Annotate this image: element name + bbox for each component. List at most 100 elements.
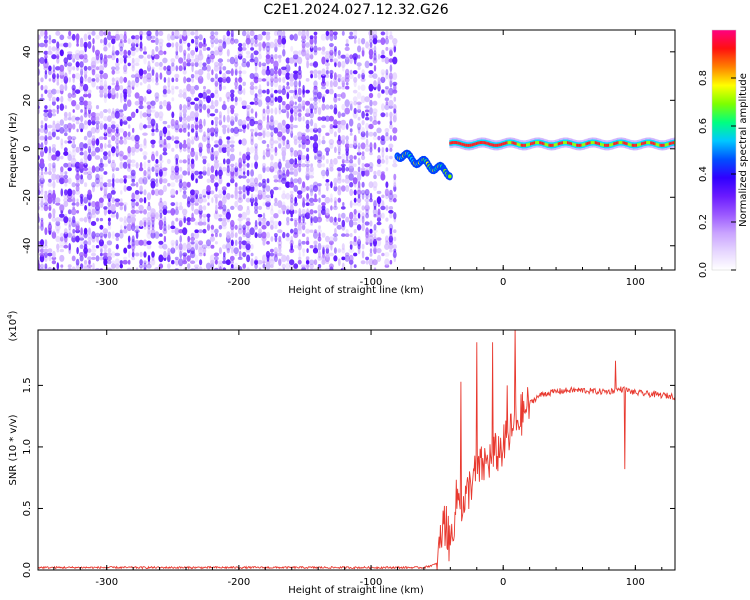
- spectrogram-cell: [95, 245, 100, 249]
- spectrogram-cell: [95, 255, 100, 262]
- spectrogram-cell: [218, 177, 223, 185]
- spectrogram-cell: [214, 182, 219, 188]
- spectrogram-cell: [47, 223, 53, 232]
- snr-x-tick-label: -200: [228, 577, 251, 588]
- spectrogram-x-tick-label: 100: [626, 277, 645, 288]
- spectrogram-cell: [154, 96, 159, 103]
- spectrogram-cell: [281, 37, 287, 45]
- spectrogram-cell: [114, 110, 120, 119]
- spectrogram-cell: [126, 159, 132, 164]
- spectrogram-cell: [305, 89, 310, 94]
- spectrogram-cell: [217, 262, 223, 270]
- tone-core: [590, 141, 593, 145]
- spectrogram-cell: [163, 223, 167, 232]
- spectrogram-cell: [87, 76, 92, 83]
- spectrogram-cell: [282, 30, 286, 37]
- spectrogram-cell: [159, 130, 163, 139]
- spectrogram-cell: [115, 243, 119, 250]
- spectrogram-cell: [392, 127, 398, 134]
- spectrogram-cell: [222, 126, 227, 135]
- spectrogram-cell: [209, 127, 216, 134]
- spectrogram-cell: [369, 192, 373, 200]
- spectrogram-cell: [254, 143, 258, 149]
- spectrogram-cell: [238, 175, 242, 179]
- spectrogram-cell: [238, 186, 242, 191]
- spectrogram-cell: [329, 45, 334, 53]
- spectrogram-cell: [309, 166, 314, 173]
- spectrogram-cell: [222, 66, 227, 71]
- spectrogram-cell: [63, 193, 69, 199]
- spectrogram-cell: [52, 180, 56, 189]
- spectrogram-cell: [281, 66, 287, 71]
- spectrogram-cell: [158, 50, 164, 56]
- spectrogram-cell: [154, 231, 160, 239]
- spectrogram-cell: [147, 201, 151, 207]
- spectrogram-cell: [333, 185, 338, 192]
- spectrogram-cell: [257, 99, 263, 107]
- spectrogram-cell: [201, 65, 208, 71]
- spectrogram-cell: [301, 224, 306, 231]
- colorbar-frame: [711, 29, 737, 271]
- spectrogram-cell: [86, 264, 93, 268]
- spectrogram-cell: [63, 124, 69, 129]
- spectrogram-cell: [64, 189, 68, 196]
- spectrogram-cell: [214, 169, 218, 177]
- spectrogram-cell: [63, 162, 69, 168]
- spectrogram-cell: [150, 109, 156, 113]
- tone-core: [598, 142, 601, 146]
- spectrogram-cell: [341, 30, 345, 36]
- spectrogram-cell: [159, 144, 163, 148]
- spectrogram-cell: [166, 101, 171, 105]
- spectrogram-cell: [349, 118, 354, 127]
- spectrogram-cell: [298, 208, 302, 216]
- spectrogram-cell: [306, 236, 309, 242]
- spectrogram-cell: [111, 82, 116, 86]
- spectrogram-cell: [211, 197, 214, 204]
- spectrogram-cell: [190, 101, 196, 105]
- spectrogram-cell: [273, 186, 279, 191]
- spectrogram-cell: [340, 185, 346, 192]
- spectrogram-cell: [115, 143, 119, 149]
- spectrogram-cell: [59, 239, 65, 247]
- tone-core: [531, 141, 534, 145]
- spectrogram-cell: [360, 260, 366, 265]
- spectrogram-cell: [64, 132, 68, 137]
- spectrogram-cell: [79, 237, 85, 241]
- spectrogram-cell: [389, 119, 393, 126]
- spectrogram-cell: [219, 233, 222, 238]
- spectrogram-cell: [44, 54, 48, 59]
- spectrogram-cell: [175, 206, 179, 210]
- spectrogram-cell: [286, 139, 290, 145]
- spectrogram-cell: [301, 132, 306, 136]
- spectrogram-cell: [115, 126, 119, 134]
- spectrogram-cell: [265, 231, 271, 239]
- spectrogram-cell: [258, 228, 262, 235]
- spectrogram-cell: [198, 196, 204, 204]
- spectrogram-cell: [98, 65, 105, 72]
- spectrogram-cell: [337, 144, 342, 148]
- spectrogram-cell: [246, 123, 250, 130]
- spectrogram-cell: [230, 97, 234, 102]
- tone-core: [510, 141, 513, 145]
- spectrogram-cell: [103, 207, 107, 216]
- spectrogram-cell: [266, 220, 270, 227]
- spectrogram-cell: [290, 126, 294, 134]
- spectrogram-cell: [325, 247, 330, 254]
- spectrogram-cell: [174, 128, 179, 133]
- spectrogram-cell: [322, 175, 325, 179]
- spectrogram-cell: [345, 135, 349, 141]
- spectrogram-cell: [139, 185, 143, 192]
- spectrogram-cell: [273, 119, 279, 126]
- spectrogram-cell: [336, 93, 342, 98]
- spectrogram-cell: [219, 64, 222, 73]
- spectrogram-cell: [241, 47, 247, 51]
- spectrogram-cell: [143, 170, 147, 176]
- spectrogram-cell: [384, 127, 390, 133]
- spectrogram-cell: [249, 116, 255, 121]
- spectrogram-cell: [203, 118, 206, 127]
- spectrogram-cell: [43, 116, 49, 122]
- spectrogram-cell: [72, 147, 75, 153]
- spectrogram-cell: [203, 89, 206, 94]
- spectrogram-cell: [71, 100, 77, 107]
- spectrogram-cell: [300, 155, 307, 160]
